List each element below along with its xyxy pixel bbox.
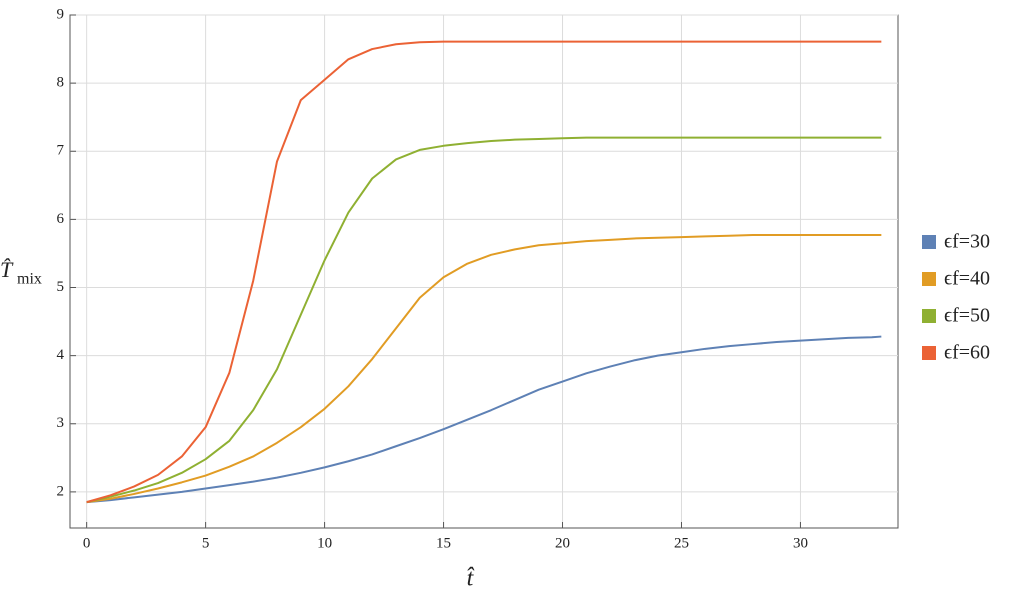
legend-label: ϵf=40 — [944, 268, 990, 290]
series-line — [86, 234, 882, 504]
y-tick-label: 3 — [57, 415, 65, 431]
legend-swatch — [922, 272, 936, 286]
x-tick-label: 15 — [436, 535, 451, 551]
legend-swatch — [922, 309, 936, 323]
plot-frame — [69, 14, 899, 529]
x-tick-label: 10 — [317, 535, 332, 551]
y-tick-label: 9 — [57, 6, 65, 22]
x-tick-label: 5 — [202, 535, 210, 551]
y-axis-label: T̂ — [0, 257, 14, 282]
x-tick-label: 30 — [793, 535, 808, 551]
x-axis-label: t̂ — [467, 566, 475, 592]
y-axis-label-sub: mix — [17, 271, 42, 288]
y-tick-label: 5 — [57, 279, 65, 295]
legend-swatch — [922, 346, 936, 360]
legend-swatch — [922, 235, 936, 249]
series-line — [86, 335, 882, 504]
y-tick-label: 7 — [57, 143, 65, 159]
y-tick-label: 4 — [57, 347, 65, 363]
x-tick-label: 0 — [83, 535, 91, 551]
legend-label: ϵf=30 — [944, 231, 990, 253]
legend-label: ϵf=50 — [944, 305, 990, 327]
series-line — [86, 40, 882, 504]
legend-label: ϵf=60 — [944, 342, 990, 364]
x-tick-label: 25 — [674, 535, 689, 551]
x-tick-label: 20 — [555, 535, 570, 551]
series-line — [86, 136, 882, 504]
y-tick-label: 8 — [57, 75, 65, 91]
y-tick-label: 6 — [57, 211, 65, 227]
y-tick-label: 2 — [57, 483, 65, 499]
